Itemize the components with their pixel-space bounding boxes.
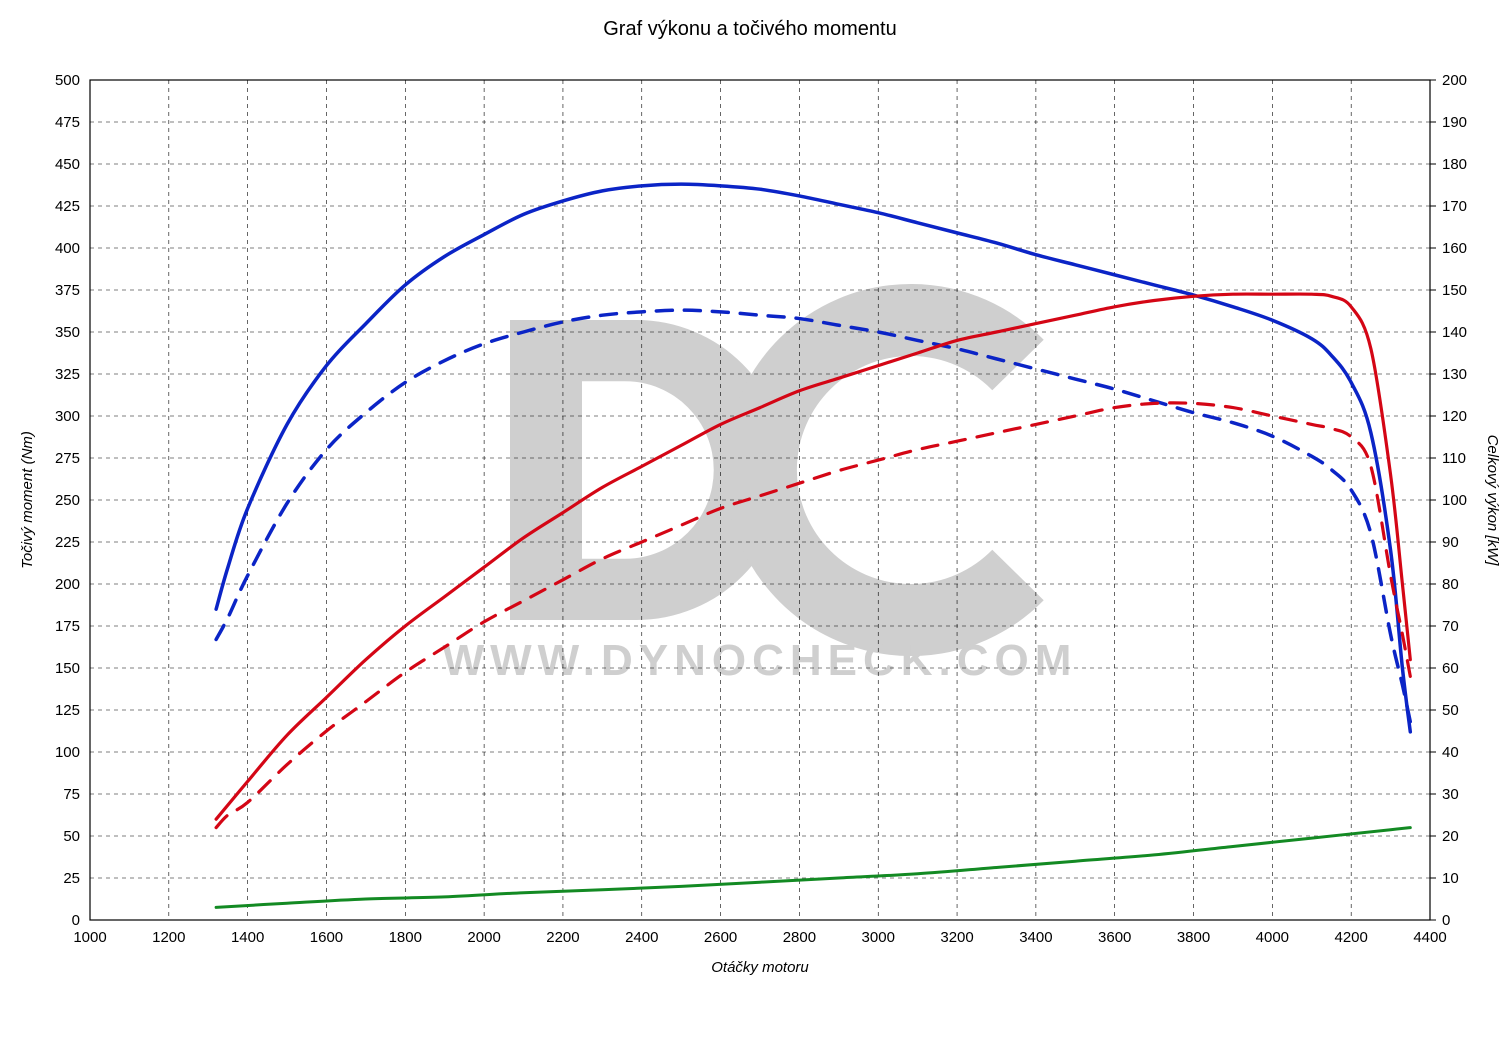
y-left-tick-label: 500 [55,72,80,89]
y-left-tick-label: 25 [63,870,80,887]
x-tick-label: 2200 [546,929,579,946]
watermark-url: WWW.DYNOCHECK.COM [443,636,1078,685]
y-right-tick-label: 80 [1442,576,1459,593]
dyno-chart: Graf výkonu a točivého momentu WWW.DYNOC… [0,0,1500,1041]
y-right-tick-label: 150 [1442,282,1467,299]
x-tick-label: 1600 [310,929,343,946]
y-left-tick-label: 175 [55,618,80,635]
x-tick-label: 2600 [704,929,737,946]
y-right-tick-label: 90 [1442,534,1459,551]
y-right-axis-label: Celkový výkon [kW] [1484,435,1500,567]
y-right-tick-label: 180 [1442,156,1467,173]
y-right-tick-label: 120 [1442,408,1467,425]
y-left-tick-label: 325 [55,366,80,383]
y-left-tick-label: 425 [55,198,80,215]
y-right-tick-label: 100 [1442,492,1467,509]
x-tick-label: 4000 [1256,929,1289,946]
y-left-tick-label: 150 [55,660,80,677]
y-left-tick-label: 225 [55,534,80,551]
x-tick-label: 3600 [1098,929,1131,946]
y-right-tick-label: 190 [1442,114,1467,131]
y-right-tick-label: 50 [1442,702,1459,719]
y-left-tick-label: 200 [55,576,80,593]
x-axis-label: Otáčky motoru [711,959,809,976]
y-right-tick-label: 10 [1442,870,1459,887]
y-left-tick-label: 475 [55,114,80,131]
x-tick-label: 3400 [1019,929,1052,946]
y-left-tick-label: 125 [55,702,80,719]
x-tick-label: 1400 [231,929,264,946]
y-right-tick-label: 140 [1442,324,1467,341]
y-right-tick-label: 30 [1442,786,1459,803]
y-left-tick-label: 50 [63,828,80,845]
y-left-tick-label: 100 [55,744,80,761]
x-tick-label: 1200 [152,929,185,946]
y-right-tick-label: 160 [1442,240,1467,257]
y-right-tick-label: 110 [1442,450,1466,467]
y-right-tick-label: 170 [1442,198,1467,215]
y-left-tick-label: 300 [55,408,80,425]
y-left-tick-label: 75 [63,786,80,803]
y-left-tick-label: 450 [55,156,80,173]
y-left-tick-label: 250 [55,492,80,509]
x-tick-label: 4200 [1334,929,1367,946]
x-tick-label: 2800 [783,929,816,946]
x-tick-label: 2400 [625,929,658,946]
x-tick-label: 2000 [467,929,500,946]
x-tick-label: 1000 [73,929,106,946]
y-left-tick-label: 375 [55,282,80,299]
x-tick-label: 3000 [862,929,895,946]
x-tick-label: 3200 [940,929,973,946]
chart-title: Graf výkonu a točivého momentu [603,18,896,40]
y-right-tick-label: 20 [1442,828,1459,845]
y-right-tick-label: 40 [1442,744,1459,761]
y-left-tick-label: 350 [55,324,80,341]
y-left-axis-label: Točivý moment (Nm) [19,431,36,569]
y-right-tick-label: 130 [1442,366,1467,383]
y-right-tick-label: 70 [1442,618,1459,635]
x-tick-label: 3800 [1177,929,1210,946]
y-left-tick-label: 400 [55,240,80,257]
y-right-tick-label: 60 [1442,660,1459,677]
x-tick-label: 4400 [1413,929,1446,946]
y-right-tick-label: 200 [1442,72,1467,89]
x-tick-label: 1800 [389,929,422,946]
y-right-tick-label: 0 [1442,912,1450,929]
y-left-tick-label: 0 [72,912,80,929]
y-left-tick-label: 275 [55,450,80,467]
